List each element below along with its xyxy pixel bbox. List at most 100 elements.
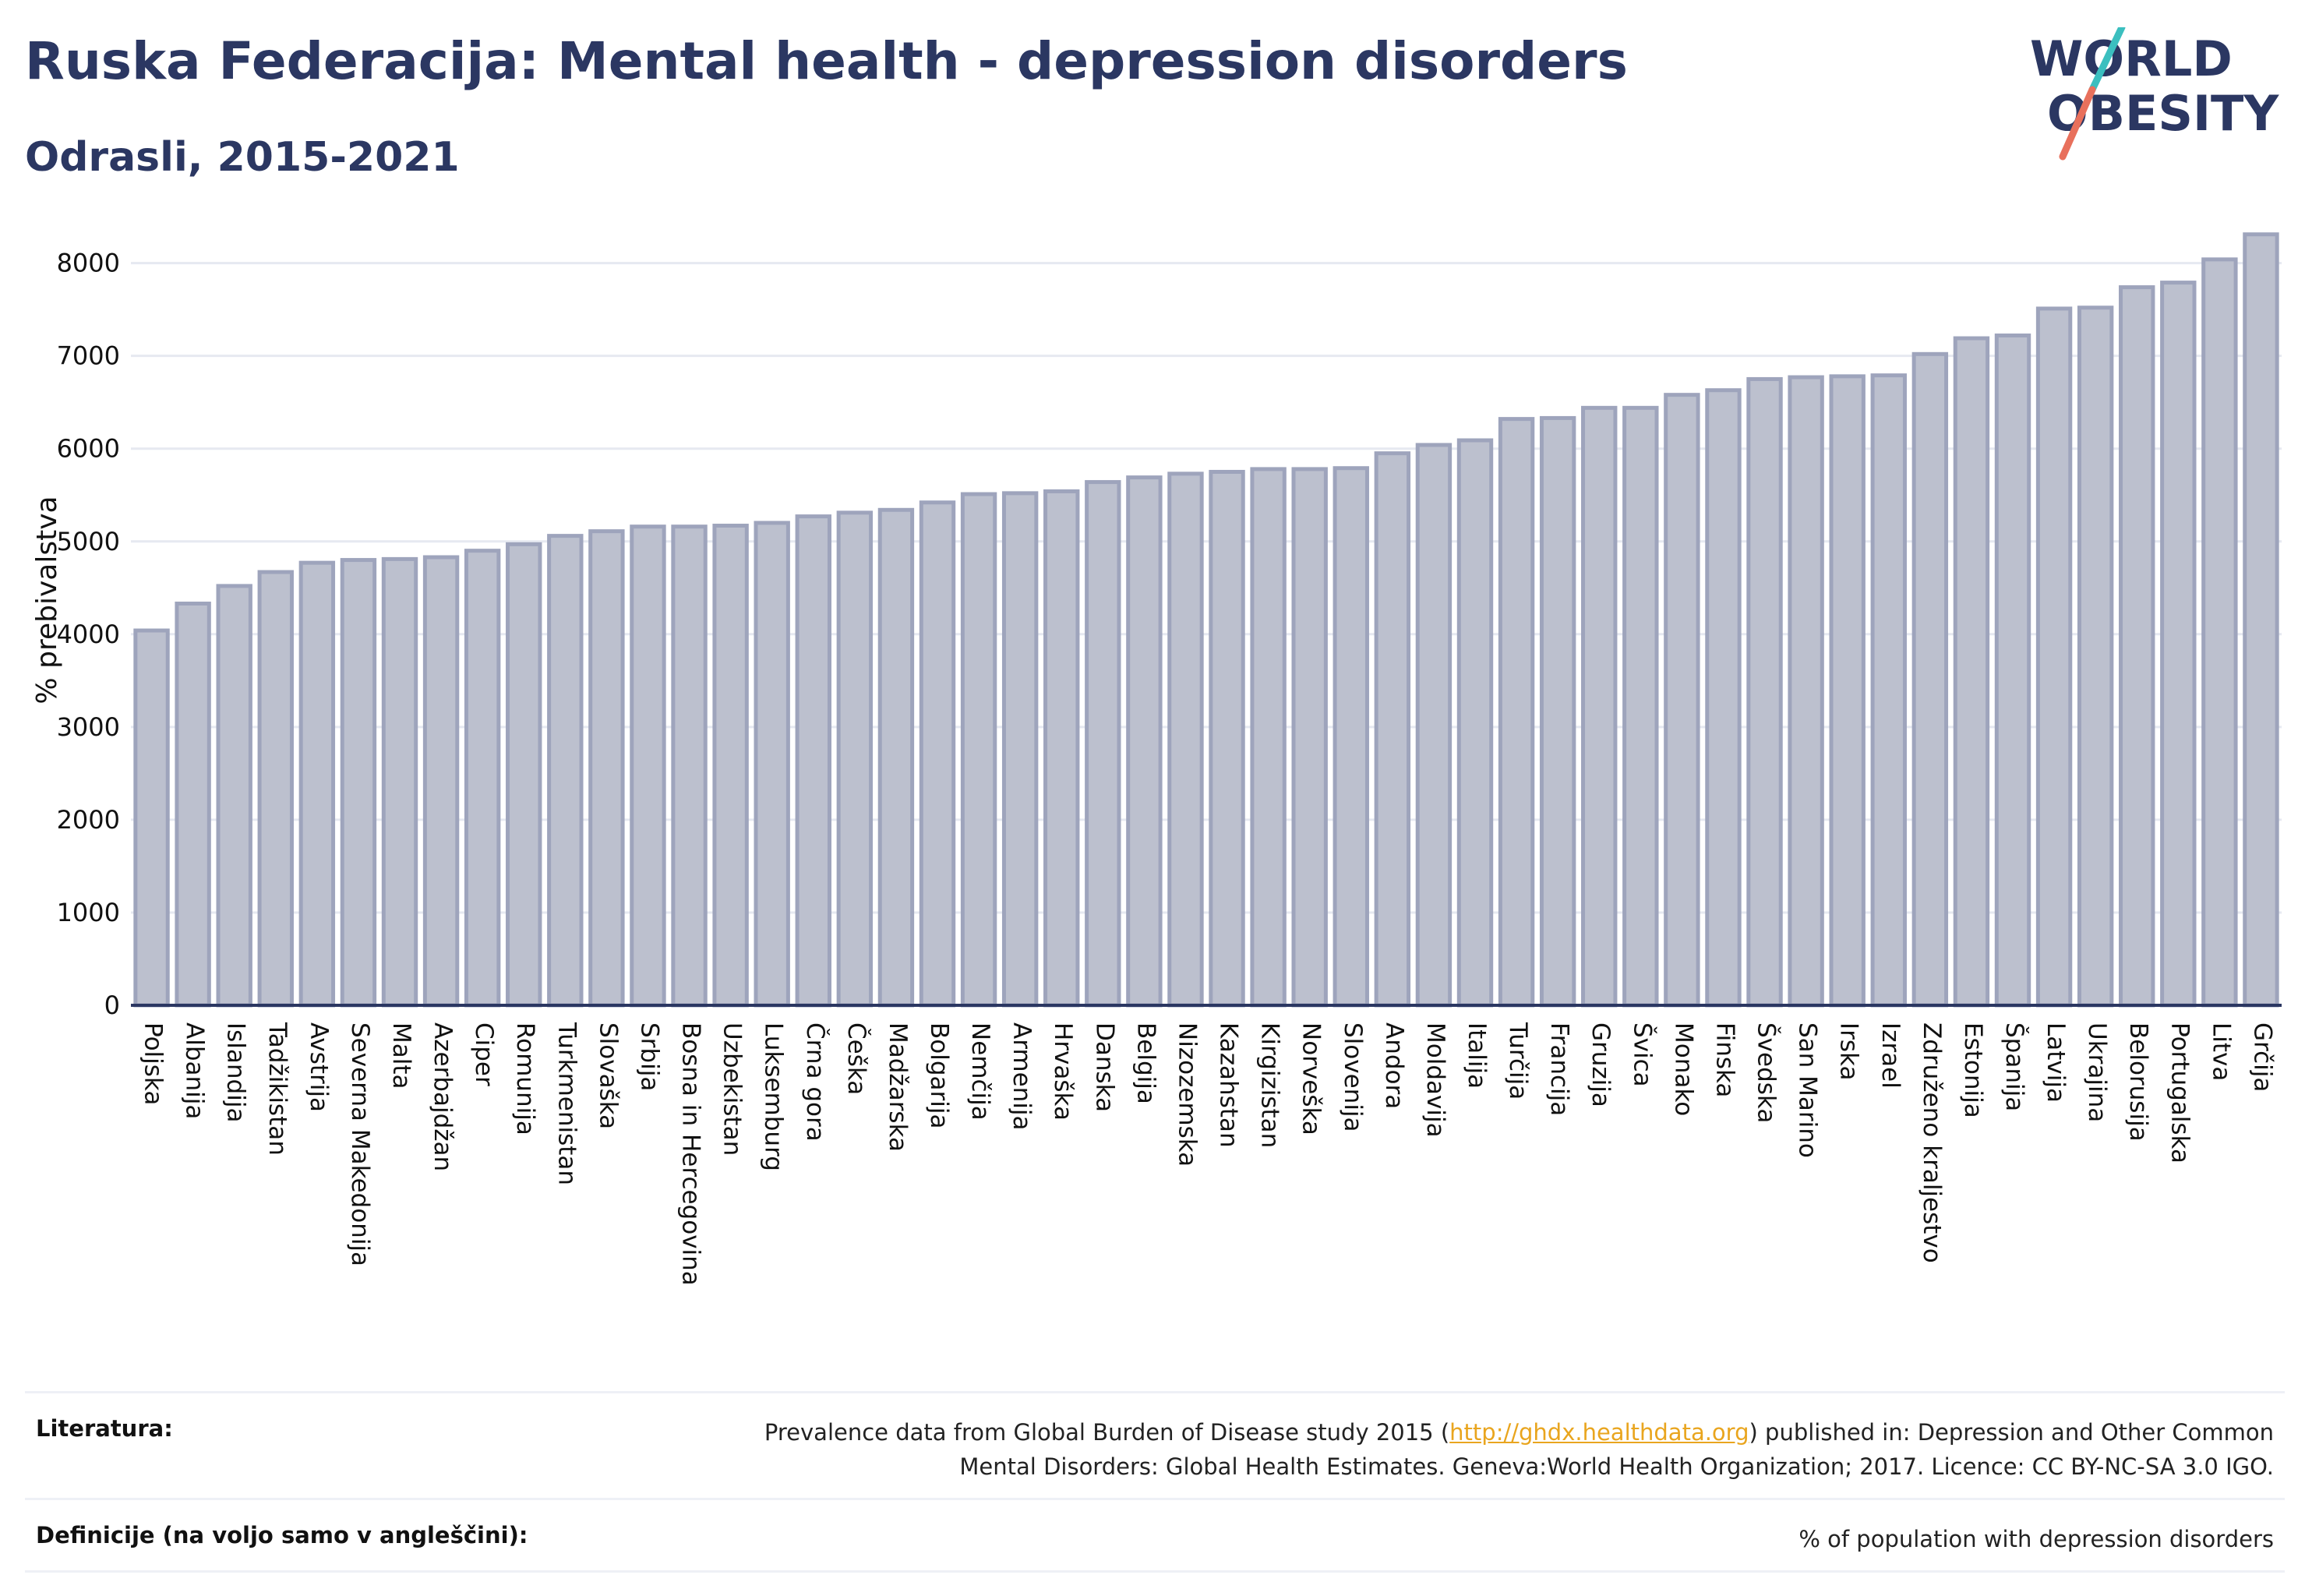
- bar: [1911, 351, 1949, 1008]
- x-tick-label: Turčija: [1504, 1022, 1532, 1100]
- x-tick-label: Nemčija: [966, 1022, 994, 1121]
- y-tick-label: 8000: [57, 249, 120, 278]
- bar: [464, 549, 501, 1008]
- x-tick-label: Azerbajdžan: [429, 1022, 457, 1171]
- bar: [671, 524, 708, 1008]
- y-tick-label: 6000: [57, 434, 120, 464]
- x-tick-label: Malta: [387, 1022, 415, 1089]
- x-tick-label: Nizozemska: [1173, 1022, 1201, 1167]
- logo-word-world: WORLD: [2030, 30, 2233, 87]
- x-tick-label: Irska: [1835, 1022, 1863, 1080]
- x-tick-label: Ukrajina: [2083, 1022, 2111, 1122]
- chart-subtitle: Odrasli, 2015-2021: [25, 134, 460, 181]
- chart-title: Ruska Federacija: Mental health - depres…: [25, 31, 1628, 91]
- x-tick-label: Združeno kraljestvo: [1918, 1022, 1946, 1263]
- x-tick-label: Tadžikistan: [263, 1022, 291, 1156]
- x-tick-label: Belorusija: [2124, 1022, 2152, 1142]
- bar: [1167, 471, 1204, 1008]
- bar: [919, 500, 956, 1008]
- y-tick-label: 7000: [57, 341, 120, 371]
- x-tick-label: Srbija: [635, 1022, 663, 1091]
- bar: [1829, 374, 1866, 1008]
- x-tick-label: Slovenija: [1339, 1022, 1367, 1132]
- sources-text: Prevalence data from Global Burden of Di…: [764, 1415, 2274, 1484]
- x-tick-label: Avstrija: [305, 1022, 333, 1112]
- x-tick-label: Norveška: [1297, 1022, 1325, 1135]
- bar: [1085, 480, 1121, 1008]
- bar: [257, 570, 294, 1008]
- x-tick-label: Andora: [1380, 1022, 1408, 1109]
- logo-slash-coral: [2059, 86, 2096, 161]
- bar: [1043, 489, 1080, 1008]
- bar: [1126, 475, 1163, 1008]
- x-tick-label: Kirgizistan: [1256, 1022, 1284, 1148]
- y-axis-label: % prebivalstva: [31, 496, 63, 704]
- bar: [960, 492, 997, 1008]
- bar: [1953, 336, 1990, 1008]
- bar: [2119, 285, 2155, 1008]
- x-tick-label: Izrael: [1876, 1022, 1904, 1089]
- bar: [1622, 405, 1659, 1008]
- definitions-label: Definicije (na voljo samo v angleščini):: [36, 1522, 528, 1548]
- x-tick-label: Belgija: [1131, 1022, 1160, 1104]
- x-tick-label: Turkmenistan: [552, 1022, 581, 1185]
- bar: [588, 529, 625, 1008]
- bar: [298, 560, 336, 1008]
- y-tick-label: 1000: [57, 898, 120, 927]
- definitions-text: % of population with depression disorder…: [1798, 1526, 2274, 1552]
- y-tick-label: 4000: [57, 620, 120, 649]
- bar: [1705, 388, 1742, 1008]
- logo-word-obesity: OBESITY: [2047, 85, 2279, 142]
- x-tick-label: Italija: [1463, 1022, 1491, 1089]
- bar: [1581, 405, 1618, 1008]
- bar: [1456, 438, 1494, 1008]
- x-tick-label: Hrvaška: [1049, 1022, 1077, 1121]
- sources-link[interactable]: http://ghdx.healthdata.org: [1449, 1419, 1749, 1446]
- footer-definitions-row: Definicije (na voljo samo v angleščini):…: [25, 1498, 2285, 1573]
- bars: [133, 232, 2279, 1008]
- x-tick-label: Uzbekistan: [718, 1022, 747, 1156]
- x-tick-label: Švedska: [1753, 1022, 1781, 1123]
- x-tick-label: Francija: [1545, 1022, 1573, 1116]
- x-tick-label: Islandija: [222, 1022, 250, 1122]
- x-tick-label: Romunija: [511, 1022, 539, 1135]
- x-tick-label: Severna Makedonija: [346, 1022, 374, 1266]
- bar: [795, 514, 831, 1008]
- x-tick-label: Estonija: [1959, 1022, 1987, 1118]
- bar: [1746, 376, 1783, 1008]
- x-tick-label: Gruzija: [1587, 1022, 1615, 1107]
- bar: [422, 555, 460, 1008]
- bar: [216, 584, 252, 1008]
- y-tick-label: 5000: [57, 527, 120, 556]
- bar: [2160, 281, 2197, 1008]
- bar: [1209, 469, 1245, 1008]
- x-tick-label: San Marino: [1794, 1022, 1822, 1158]
- footer: Literatura: Prevalence data from Global …: [25, 1391, 2285, 1573]
- bar: [754, 521, 790, 1008]
- bar: [1788, 375, 1824, 1008]
- bar: [712, 524, 749, 1008]
- bar: [381, 556, 418, 1008]
- bar: [630, 524, 666, 1008]
- world-obesity-logo: WORLD OBESITY: [2030, 27, 2279, 161]
- bar: [877, 507, 915, 1008]
- bar: [1291, 467, 1328, 1008]
- x-tick-label: Litva: [2207, 1022, 2235, 1081]
- x-tick-label: Španija: [2000, 1022, 2029, 1111]
- x-tick-label: Poljska: [139, 1022, 168, 1105]
- bar: [2243, 232, 2279, 1008]
- x-tick-label: Portugalska: [2166, 1022, 2194, 1163]
- bar: [2201, 257, 2238, 1008]
- bar: [1333, 466, 1369, 1008]
- x-tick-label: Danska: [1090, 1022, 1118, 1112]
- bar: [2077, 305, 2114, 1008]
- sources-text-after: ) published in: Depression and Other Com…: [1749, 1419, 2275, 1446]
- x-tick-label: Monako: [1669, 1022, 1697, 1116]
- bar-chart: 0 1000 2000 3000 4000 5000 6000 7000 8000 Poljsk…: [31, 232, 2282, 1286]
- x-tick-label: Ciper: [470, 1022, 498, 1086]
- bar: [133, 628, 170, 1008]
- x-tick-label: Slovaška: [594, 1022, 622, 1129]
- x-tick-label: Moldavija: [1421, 1022, 1449, 1138]
- sources-text-line2: Mental Disorders: Global Health Estimate…: [959, 1453, 2274, 1480]
- x-tick-label: Bolgarija: [925, 1022, 953, 1129]
